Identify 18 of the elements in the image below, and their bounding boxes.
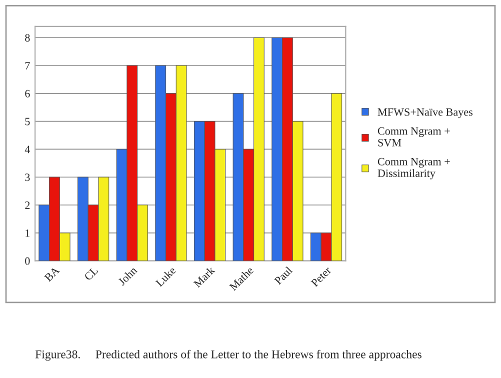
x-tick-label: BA: [44, 266, 60, 282]
y-tick-label: 0: [25, 257, 30, 265]
x-tick-label: CL: [84, 266, 98, 281]
x-tick-label: Luke: [155, 266, 176, 288]
y-tick-label: 8: [25, 34, 30, 42]
y-tick-label: 4: [24, 146, 30, 154]
y-tick-label: 3: [25, 174, 30, 182]
legend-label: Comm Ngram + Dissimilarity: [378, 158, 450, 180]
y-tick-label: 7: [25, 62, 30, 70]
x-tick-label: John: [117, 266, 138, 286]
legend-label: MFWS+Naïve Bayes: [378, 108, 473, 118]
legend-label: Comm Ngram + SVM: [378, 127, 450, 146]
y-tick-label: 5: [25, 118, 30, 126]
x-tick-label: Paul: [274, 266, 293, 285]
y-tick-label: 6: [25, 90, 30, 98]
y-tick-label: 1: [26, 229, 30, 237]
caption: Figure38. Predicted authors of the Letter to the Hebrews from three approaches: [35, 350, 422, 361]
y-tick-label: 2: [25, 202, 30, 209]
